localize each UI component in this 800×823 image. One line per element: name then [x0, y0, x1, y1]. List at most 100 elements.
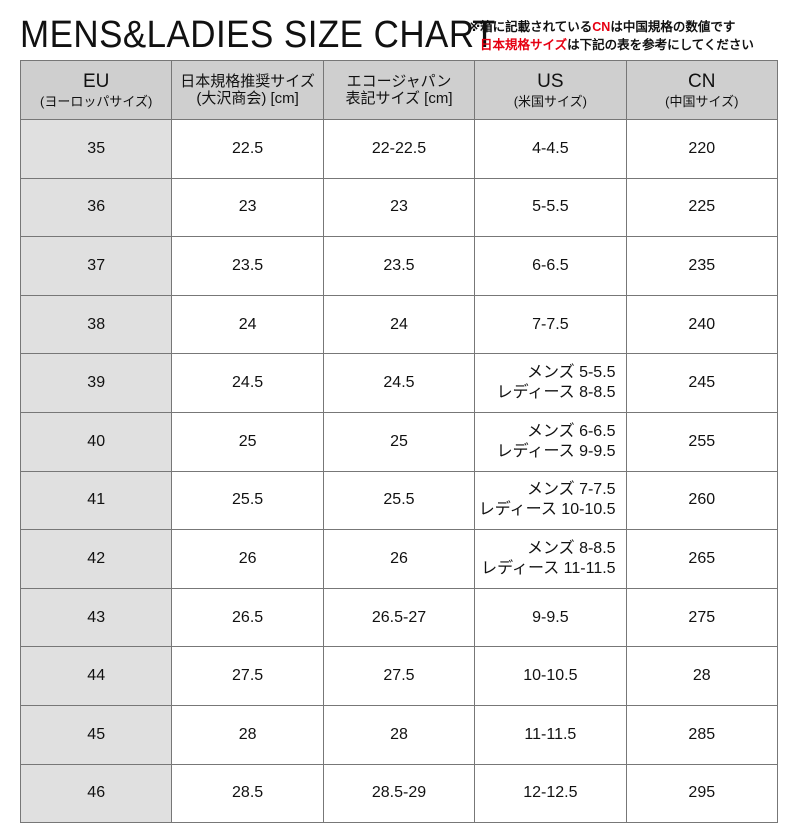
- cell-us: 11-11.5: [474, 704, 627, 765]
- cell-us: 12-12.5: [474, 763, 627, 823]
- table-row: 43 26.5 26.5-27 9-9.5 275: [19, 587, 779, 648]
- table-row: 46 28.5 28.5-29 12-12.5 295: [19, 763, 779, 823]
- cell-cn: 220: [625, 119, 779, 179]
- table-row: 36 23 23 5-5.5 225: [19, 177, 779, 238]
- table-row: 41 25.5 25.5 メンズ 7-7.5 レディース 10-10.5 260: [19, 470, 779, 531]
- cell-us: メンズ 5-5.5 レディース 8-8.5: [474, 353, 627, 413]
- cell-echo: 25: [322, 411, 476, 472]
- header-sub: 表記サイズ [cm]: [345, 90, 453, 107]
- table-row: 35 22.5 22-22.5 4-4.5 220: [19, 119, 779, 179]
- us-line1: 11-11.5: [524, 725, 577, 743]
- header-sub: (大沢商会) [cm]: [196, 90, 299, 107]
- cell-us: 6-6.5: [474, 236, 627, 296]
- cell-jp: 23: [171, 177, 324, 238]
- header-main: US: [537, 70, 564, 92]
- cell-jp: 26.5: [171, 587, 324, 648]
- cell-eu: 42: [19, 529, 173, 589]
- header-echo: エコージャパン 表記サイズ [cm]: [322, 60, 476, 120]
- us-line1: 12-12.5: [523, 784, 578, 802]
- header-cn: CN (中国サイズ): [625, 60, 779, 120]
- cell-jp: 26: [171, 529, 324, 589]
- note: ※箱に記載されているCNは中国規格の数値です 日本規格サイズは下記の表を参考にし…: [468, 18, 754, 54]
- cell-cn: 260: [625, 470, 779, 531]
- cell-eu: 37: [19, 236, 173, 296]
- cell-jp: 28: [171, 704, 324, 765]
- us-line1: メンズ 7-7.5: [526, 481, 616, 499]
- cell-echo: 23: [322, 177, 476, 238]
- cell-echo: 27.5: [322, 646, 476, 706]
- cell-us: メンズ 6-6.5 レディース 9-9.5: [474, 411, 627, 472]
- us-line1: メンズ 6-6.5: [526, 422, 616, 440]
- us-line1: 6-6.5: [532, 256, 569, 274]
- us-line2: レディース 8-8.5: [496, 384, 616, 402]
- cell-eu: 46: [19, 763, 173, 823]
- cell-echo: 28: [322, 704, 476, 765]
- cell-eu: 44: [19, 646, 173, 706]
- us-line1: 5-5.5: [532, 198, 569, 216]
- cell-cn: 240: [625, 294, 779, 355]
- cell-eu: 40: [19, 411, 173, 472]
- cell-cn: 265: [625, 529, 779, 589]
- cell-us: 5-5.5: [474, 177, 627, 238]
- cell-us: 10-10.5: [474, 646, 627, 706]
- cell-cn: 28: [625, 646, 779, 706]
- us-line2: レディース 10-10.5: [478, 501, 616, 519]
- table-row: 40 25 25 メンズ 6-6.5 レディース 9-9.5 255: [19, 411, 779, 472]
- header-sub: (中国サイズ): [665, 93, 739, 109]
- cell-us: 9-9.5: [474, 587, 627, 648]
- us-line2: レディース 9-9.5: [496, 442, 616, 460]
- cell-jp: 28.5: [171, 763, 324, 823]
- cell-cn: 285: [625, 704, 779, 765]
- table-row: 45 28 28 11-11.5 285: [19, 704, 779, 765]
- note-line1-pre: ※箱に記載されている: [468, 20, 593, 34]
- cell-us: 4-4.5: [474, 119, 627, 179]
- note-line2-post: は下記の表を参考にしてください: [567, 38, 754, 52]
- note-line2-red: 日本規格サイズ: [480, 38, 568, 52]
- cell-echo: 24.5: [322, 353, 476, 413]
- cell-eu: 45: [19, 704, 173, 765]
- cell-cn: 245: [625, 353, 779, 413]
- header-main: 日本規格推奨サイズ: [180, 73, 315, 90]
- header-us: US (米国サイズ): [474, 60, 627, 120]
- header-sub: (米国サイズ): [513, 93, 587, 109]
- cell-jp: 22.5: [171, 119, 324, 179]
- cell-eu: 43: [19, 587, 173, 648]
- table-row: 42 26 26 メンズ 8-8.5 レディース 11-11.5 265: [19, 529, 779, 589]
- cell-eu: 36: [19, 177, 173, 238]
- cell-eu: 41: [19, 470, 173, 531]
- header-jp: 日本規格推奨サイズ (大沢商会) [cm]: [171, 60, 324, 120]
- cell-echo: 23.5: [322, 236, 476, 296]
- cell-us: メンズ 8-8.5 レディース 11-11.5: [474, 529, 627, 589]
- cell-cn: 255: [625, 411, 779, 472]
- us-line1: 9-9.5: [532, 608, 569, 626]
- us-line1: メンズ 5-5.5: [526, 364, 616, 382]
- us-line1: 4-4.5: [532, 139, 569, 157]
- cell-cn: 275: [625, 587, 779, 648]
- us-line1: 7-7.5: [532, 315, 569, 333]
- cell-echo: 25.5: [322, 470, 476, 531]
- header-sub: (ヨーロッパサイズ): [40, 93, 153, 109]
- cell-echo: 28.5-29: [322, 763, 476, 823]
- cell-eu: 38: [19, 294, 173, 355]
- cell-us: 7-7.5: [474, 294, 627, 355]
- note-line1-red: CN: [592, 20, 611, 34]
- cell-echo: 26.5-27: [322, 587, 476, 648]
- us-line1: メンズ 8-8.5: [526, 539, 616, 557]
- header-main: エコージャパン: [346, 73, 452, 90]
- cell-jp: 27.5: [171, 646, 324, 706]
- header-main: CN: [688, 70, 716, 92]
- cell-jp: 25: [171, 411, 324, 472]
- table-row: 44 27.5 27.5 10-10.5 28: [19, 646, 779, 706]
- cell-jp: 24.5: [171, 353, 324, 413]
- size-table: EU (ヨーロッパサイズ) 日本規格推奨サイズ (大沢商会) [cm] エコージャパン表…: [19, 60, 779, 823]
- table-row: 37 23.5 23.5 6-6.5 235: [19, 236, 779, 296]
- page-title: MENS&LADIES SIZE CHART: [20, 14, 496, 56]
- cell-cn: 295: [625, 763, 779, 823]
- table-row: 39 24.5 24.5 メンズ 5-5.5 レディース 8-8.5 245: [19, 353, 779, 413]
- cell-eu: 39: [19, 353, 173, 413]
- cell-eu: 35: [19, 119, 173, 179]
- table-row: 38 24 24 7-7.5 240: [19, 294, 779, 355]
- header-eu: EU (ヨーロッパサイズ): [19, 60, 173, 120]
- cell-jp: 25.5: [171, 470, 324, 531]
- cell-cn: 235: [625, 236, 779, 296]
